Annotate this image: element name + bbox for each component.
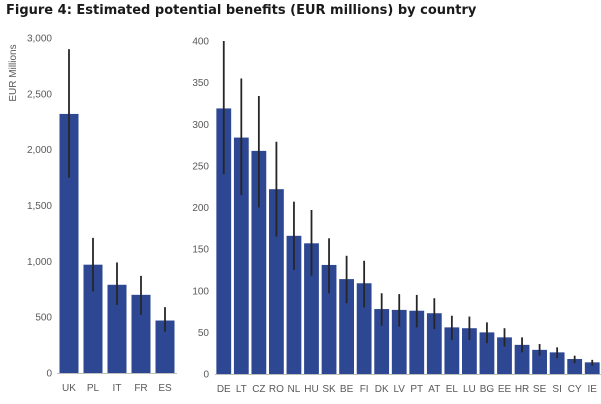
bar-ee [497,337,512,374]
x-tick-label: NL [288,384,301,395]
x-tick-label: CY [568,384,582,395]
bar-it [107,284,127,373]
x-tick-label: EE [498,384,512,395]
bar-cy [567,359,583,374]
bar-hr [514,344,530,374]
x-tick-label: BE [340,384,354,395]
x-tick-label: SK [322,384,336,395]
x-tick-label: IT [113,383,122,394]
bar-uk [59,113,79,374]
bar-be [339,279,354,374]
bar-es [155,320,175,373]
x-tick-label: AT [428,384,440,395]
x-tick-label: IE [588,384,598,395]
y-tick-label: 50 [198,328,210,339]
bar-nl [286,235,302,374]
x-tick-label: RO [269,384,284,395]
x-tick-label: FI [360,384,369,395]
x-tick-label: UK [62,383,76,394]
y-tick-label: 0 [203,370,209,381]
x-tick-label: EL [446,384,459,395]
bar-dk [374,309,390,374]
x-tick-label: SI [552,384,561,395]
x-tick-label: DE [217,384,231,395]
bar-lt [233,137,249,374]
y-tick-label: 150 [192,245,209,256]
x-tick-label: SE [533,384,547,395]
x-tick-label: LV [393,384,405,395]
bar-ie [584,362,600,374]
bar-pl [83,264,103,373]
bar-bg [479,332,495,375]
bar-de [216,108,232,375]
bar-cz [251,150,267,374]
y-tick-label: 350 [192,78,209,89]
bar-sk [321,264,337,374]
bar-at [426,313,442,374]
y-tick-label: 200 [192,203,209,214]
x-tick-label: HU [304,384,318,395]
y-tick-label: 1,500 [27,201,52,212]
figure-title: Figure 4: Estimated potential benefits (… [6,3,477,18]
bar-hu [304,243,319,374]
x-tick-label: HR [515,384,529,395]
bar-pt [409,310,425,374]
bar-fi [356,283,372,374]
bar-el [444,327,460,374]
y-tick-label: 100 [192,286,209,297]
x-tick-label: ES [158,383,172,394]
x-tick-label: LU [463,384,476,395]
bar-lu [462,328,477,374]
x-tick-label: BG [480,384,495,395]
y-tick-label: 300 [192,120,209,131]
y-tick-label: 1,000 [27,257,52,268]
y-tick-label: 3,000 [27,34,52,45]
y-tick-label: 400 [192,37,209,48]
y-tick-label: 250 [192,161,209,172]
bar-se [532,349,547,374]
x-tick-label: FR [134,383,147,394]
y-tick-label: 2,500 [27,89,52,100]
bar-fr [131,294,151,373]
bar-lv [391,309,407,374]
y-tick-label: 500 [35,313,52,324]
x-tick-label: DK [375,384,389,395]
bar-ro [269,189,284,374]
y-tick-label: 2,000 [27,145,52,156]
y-tick-label: 0 [46,369,52,380]
y-axis-title: EUR Millions [8,44,19,101]
x-tick-label: PL [87,383,100,394]
x-tick-label: LT [236,384,247,395]
x-tick-label: CZ [252,384,265,395]
bar-si [549,352,565,374]
x-tick-label: PT [410,384,423,395]
